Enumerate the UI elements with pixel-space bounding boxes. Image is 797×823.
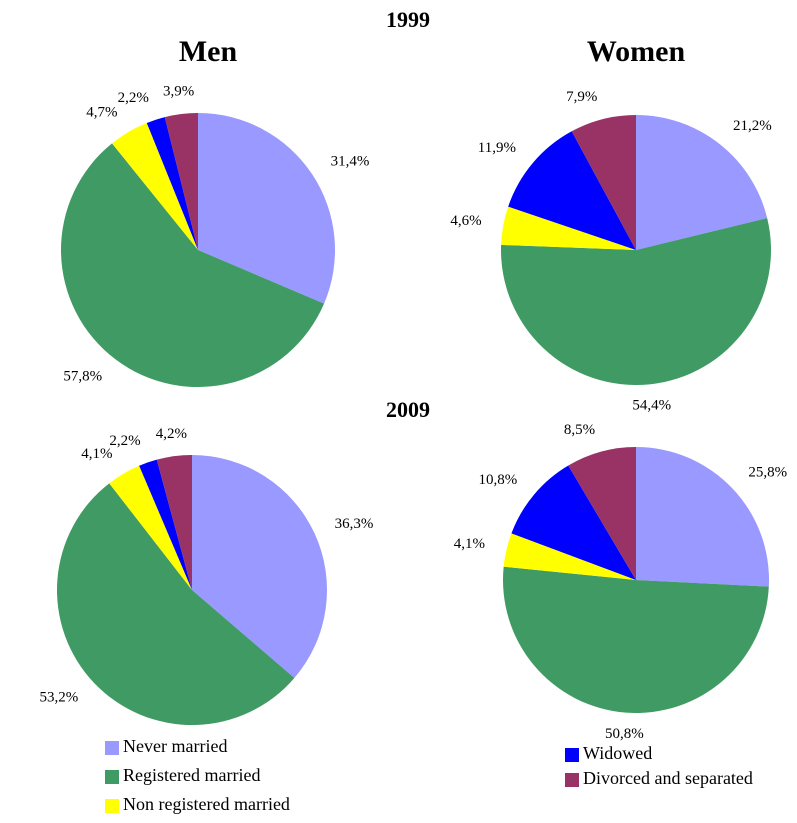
- pie-slice: [56, 483, 295, 725]
- legend-label: Never married: [123, 736, 227, 756]
- pie-slice: [511, 465, 636, 580]
- data-label: 54,4%: [632, 398, 671, 414]
- legend-label: Widowed: [583, 743, 652, 763]
- data-label: 25,8%: [748, 465, 787, 481]
- pie-slice: [568, 447, 636, 580]
- pie-slice: [636, 115, 768, 250]
- data-label: 4,1%: [81, 446, 112, 462]
- data-label: 4,6%: [450, 213, 481, 229]
- pie-slice: [571, 115, 636, 250]
- legend-swatch: [565, 748, 579, 762]
- legend-swatch: [105, 799, 119, 813]
- data-label: 2,2%: [109, 433, 140, 449]
- column-title: Women: [587, 35, 686, 68]
- data-label: 36,3%: [335, 516, 374, 532]
- pie-slice: [164, 113, 198, 250]
- pie-slice: [112, 122, 198, 250]
- legend-swatch: [565, 773, 579, 787]
- legend-label: Registered married: [123, 765, 260, 785]
- pie-slice: [60, 143, 325, 388]
- column-title: Men: [179, 35, 238, 68]
- data-label: 57,8%: [63, 368, 102, 384]
- pie-slice: [503, 566, 769, 713]
- pie-slice: [156, 455, 192, 590]
- pie-slice: [503, 533, 636, 580]
- data-label: 50,8%: [605, 726, 644, 742]
- year-title: 2009: [386, 397, 430, 422]
- data-label: 7,9%: [566, 89, 597, 105]
- pie-slice: [109, 465, 192, 590]
- data-label: 4,2%: [156, 426, 187, 442]
- data-label: 11,9%: [478, 140, 516, 156]
- year-title: 1999: [386, 7, 430, 32]
- pie-slice: [508, 131, 636, 250]
- pie-slice: [192, 455, 327, 678]
- data-label: 53,2%: [39, 690, 78, 706]
- pie-slice: [146, 117, 198, 251]
- data-label: 4,1%: [454, 536, 485, 552]
- data-label: 4,7%: [86, 104, 117, 120]
- legend-label: Non registered married: [123, 794, 290, 814]
- data-label: 31,4%: [331, 154, 370, 170]
- pie-slice: [198, 113, 336, 304]
- data-label: 10,8%: [478, 472, 517, 488]
- data-label: 2,2%: [118, 90, 149, 106]
- pie-slice: [636, 447, 769, 587]
- legend-swatch: [105, 770, 119, 784]
- pie-slice: [501, 218, 771, 386]
- pie-slice: [501, 206, 636, 250]
- data-label: 21,2%: [733, 118, 772, 134]
- pie-slice: [139, 459, 192, 590]
- data-label: 3,9%: [163, 84, 194, 100]
- legend-swatch: [105, 741, 119, 755]
- legend-label: Divorced and separated: [583, 768, 753, 788]
- data-label: 8,5%: [564, 422, 595, 438]
